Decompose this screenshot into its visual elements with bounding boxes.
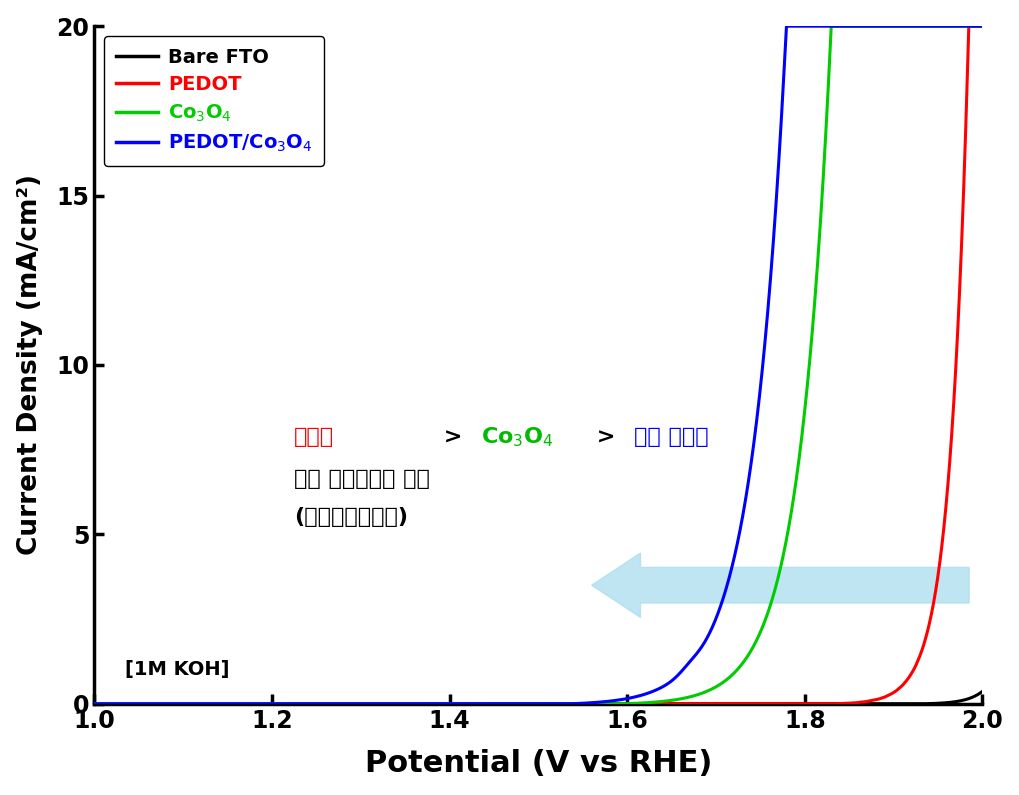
Text: 나노 복합체: 나노 복합체 (634, 427, 708, 447)
Text: (광수소반응향상): (광수소반응향상) (293, 506, 408, 526)
Text: 고분자: 고분자 (293, 427, 334, 447)
Y-axis label: Current Density (mA/cm²): Current Density (mA/cm²) (16, 174, 43, 556)
Text: >: > (436, 427, 470, 447)
FancyArrow shape (591, 553, 968, 618)
Text: [1M KOH]: [1M KOH] (125, 660, 229, 679)
Text: Co$_3$O$_4$: Co$_3$O$_4$ (480, 425, 552, 448)
Legend: Bare FTO, PEDOT, Co$_3$O$_4$, PEDOT/Co$_3$O$_4$: Bare FTO, PEDOT, Co$_3$O$_4$, PEDOT/Co$_… (104, 36, 324, 166)
Text: >: > (588, 427, 623, 447)
X-axis label: Potential (V vs RHE): Potential (V vs RHE) (365, 750, 711, 778)
Text: 순의 오버포텐셜 감소: 순의 오버포텐셜 감소 (293, 469, 430, 489)
